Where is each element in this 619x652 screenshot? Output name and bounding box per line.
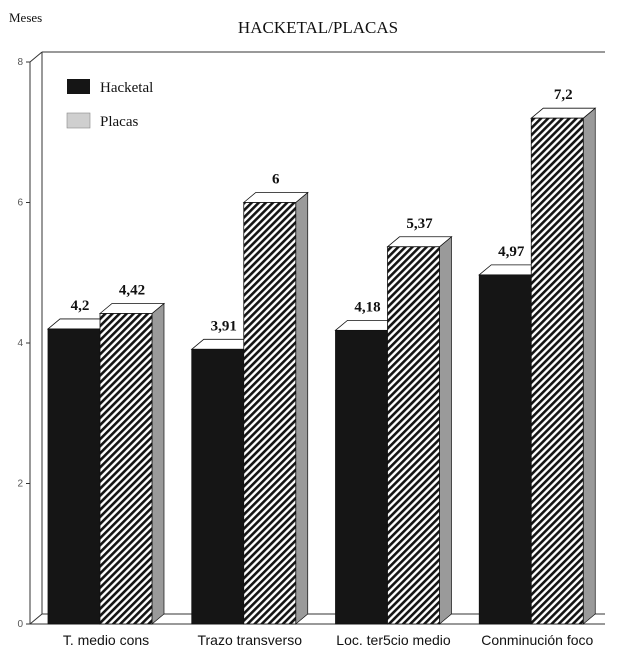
category-label-loc-ter5cio-medio: Loc. ter5cio medio xyxy=(336,632,451,648)
bar-placas-trazo-transverso-side xyxy=(295,191,309,625)
y-tick-label-8: 8 xyxy=(17,57,23,68)
bar-placas-loc-ter5cio-medio-side xyxy=(439,236,452,625)
bar-placas-loc-ter5cio-medio xyxy=(386,236,453,625)
y-axis-label: Meses xyxy=(9,10,42,25)
value-label-hacketal-loc-ter5cio-medio: 4,18 xyxy=(354,299,380,315)
value-label-placas-loc-ter5cio-medio: 5,37 xyxy=(406,216,433,232)
legend-label-placas: Placas xyxy=(100,114,138,130)
category-label-trazo-transverso: Trazo transverso xyxy=(197,632,302,648)
bar-placas-conminuci-n-foco xyxy=(530,107,597,625)
bar-placas-t-medio-cons xyxy=(98,302,166,625)
y-tick-label-4: 4 xyxy=(17,338,23,349)
bar-hacketal-t-medio-cons-front xyxy=(47,328,101,625)
bar-placas-t-medio-cons-front xyxy=(99,313,153,625)
value-labels-group: 4,2 4,42 3,91 6 4,18 5,37 4,97 7,2 xyxy=(71,87,573,334)
legend-label-hacketal: Hacketal xyxy=(100,80,153,96)
y-tick-label-0: 0 xyxy=(17,619,23,630)
y-tick-label-6: 6 xyxy=(17,198,23,209)
bar-placas-conminuci-n-foco-front xyxy=(530,117,584,625)
value-label-hacketal-conminuci-n-foco: 4,97 xyxy=(498,244,525,260)
y-tick-label-2: 2 xyxy=(17,479,23,490)
category-label-conminuci-n-foco: Conminución foco xyxy=(481,632,593,648)
bar-placas-loc-ter5cio-medio-front xyxy=(387,246,440,625)
value-label-hacketal-t-medio-cons: 4,2 xyxy=(71,298,90,314)
top-depth-line xyxy=(29,51,43,63)
bar-placas-trazo-transverso xyxy=(242,191,309,625)
bars-group xyxy=(46,107,597,625)
bar-placas-conminuci-n-foco-side xyxy=(582,107,596,625)
value-label-hacketal-trazo-transverso: 3,91 xyxy=(211,318,237,334)
bar-placas-trazo-transverso-top xyxy=(242,192,309,203)
bar-placas-t-medio-cons-side xyxy=(151,302,165,625)
bar-hacketal-loc-ter5cio-medio-front xyxy=(335,329,388,625)
chart-title: HACKETAL/PLACAS xyxy=(238,18,398,37)
category-labels-group: T. medio cons Trazo transverso Loc. ter5ci… xyxy=(63,632,594,648)
bar-placas-conminuci-n-foco-top xyxy=(530,107,597,119)
y-axis-ticks: 0 2 4 6 8 xyxy=(17,57,30,630)
value-label-placas-t-medio-cons: 4,42 xyxy=(119,282,145,298)
legend-swatch-hacketal xyxy=(67,79,90,94)
bar-placas-trazo-transverso-front xyxy=(243,202,297,625)
value-label-placas-trazo-transverso: 6 xyxy=(272,172,280,188)
legend-swatch-placas xyxy=(66,112,91,129)
category-label-t-medio-cons: T. medio cons xyxy=(63,632,149,648)
bar-placas-t-medio-cons-top xyxy=(98,303,166,314)
bar-hacketal-trazo-transverso-front xyxy=(191,348,245,625)
legend: Hacketal Placas xyxy=(66,79,153,130)
bar-placas-loc-ter5cio-medio-top xyxy=(386,236,453,248)
bar-hacketal-conminuci-n-foco-front xyxy=(478,274,532,625)
value-label-placas-conminuci-n-foco: 7,2 xyxy=(554,87,573,103)
floor-depth-line xyxy=(29,613,43,625)
